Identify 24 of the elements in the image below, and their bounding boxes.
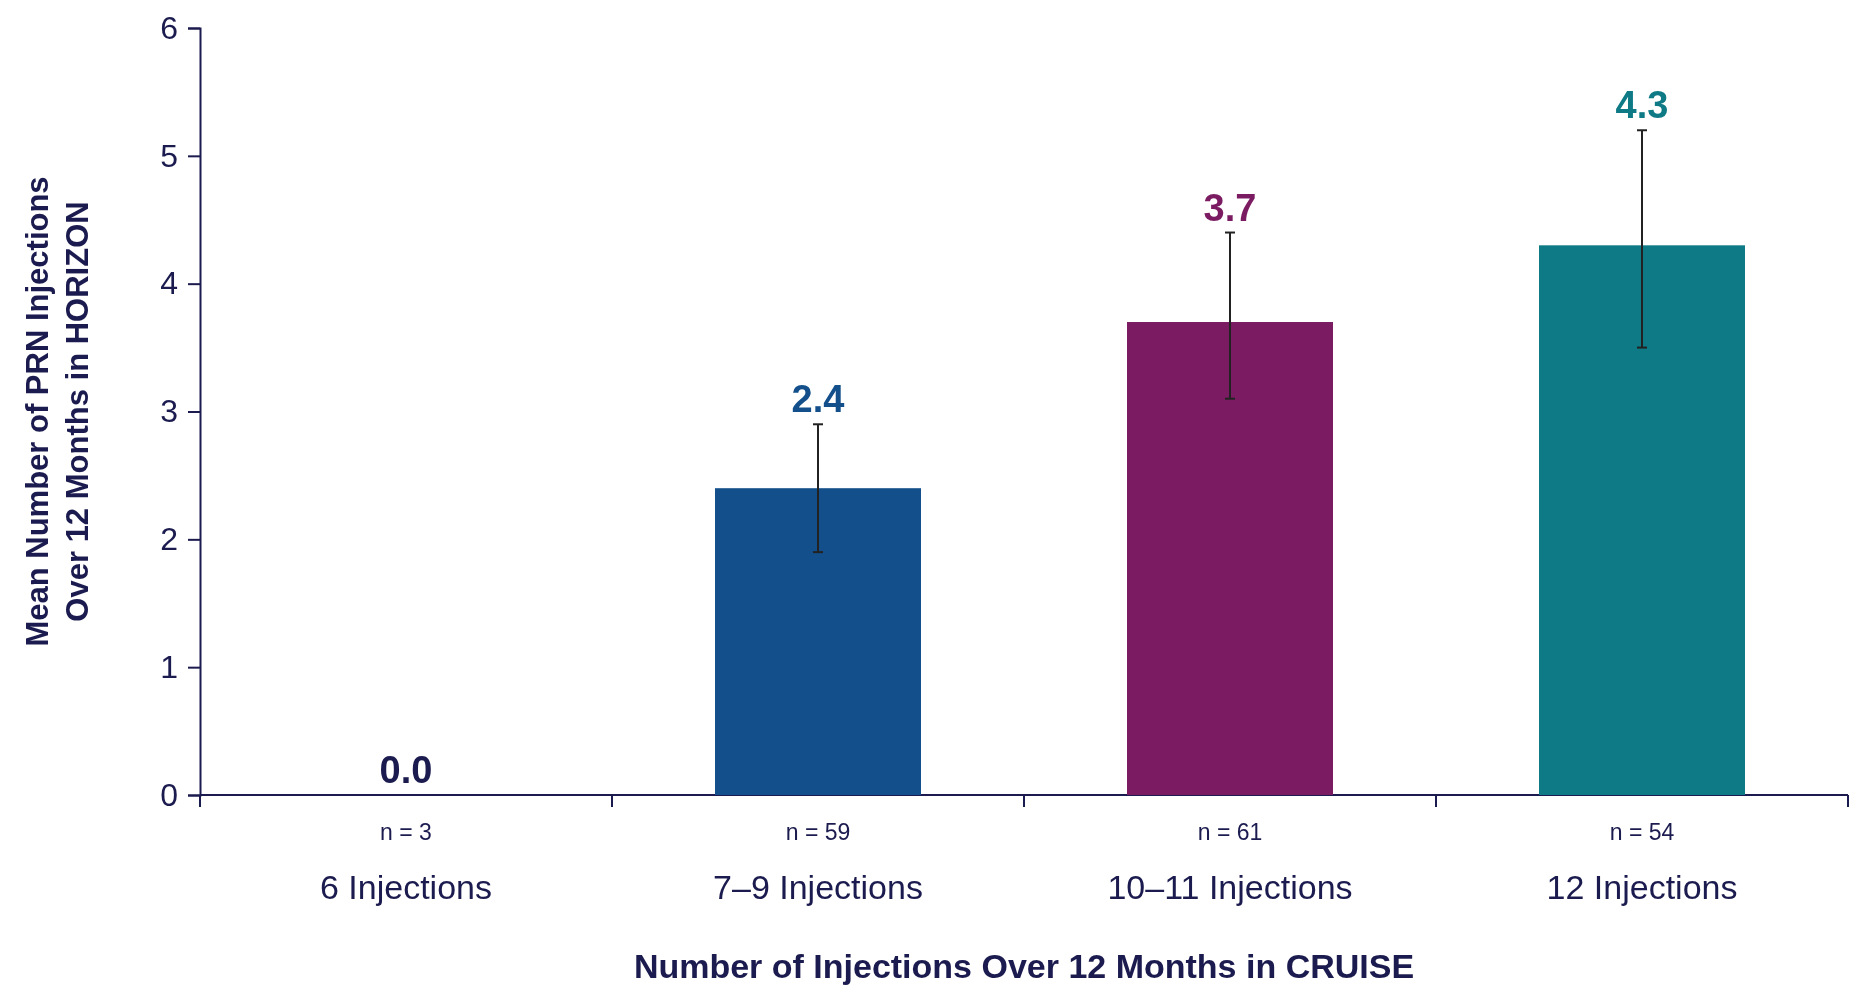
y-tick-label: 0	[160, 776, 178, 813]
data-label: 2.4	[791, 378, 845, 421]
y-tick-label: 3	[160, 393, 178, 430]
y-tick-label: 4	[160, 265, 178, 302]
data-label: 0.0	[379, 749, 433, 791]
bar	[1539, 245, 1745, 795]
y-axis-title: Mean Number of PRN Injections Over 12 Months in HORIZON	[20, 176, 95, 647]
x-tick-label: 10–11 Injections	[1107, 868, 1353, 906]
bar	[715, 488, 921, 795]
x-tick-label: 12 Injections	[1546, 868, 1738, 906]
text: n = 3	[380, 819, 432, 845]
bar	[1127, 322, 1333, 795]
y-tick-label: 5	[160, 137, 178, 174]
data-label: 3.7	[1203, 186, 1257, 229]
y-tick-label: 1	[160, 648, 178, 685]
x-axis-title: Number of Injections Over 12 Months in CRUISE	[633, 947, 1415, 985]
x-tick-label: 7–9 Injections	[713, 868, 923, 906]
y-tick-label: 6	[160, 9, 178, 46]
text: n = 54	[1609, 819, 1675, 845]
text: n = 61	[1197, 819, 1263, 845]
y-tick-label: 2	[160, 521, 178, 558]
text: n = 59	[785, 819, 851, 845]
data-label: 4.3	[1615, 84, 1669, 127]
x-tick-label: 6 Injections	[320, 868, 492, 906]
